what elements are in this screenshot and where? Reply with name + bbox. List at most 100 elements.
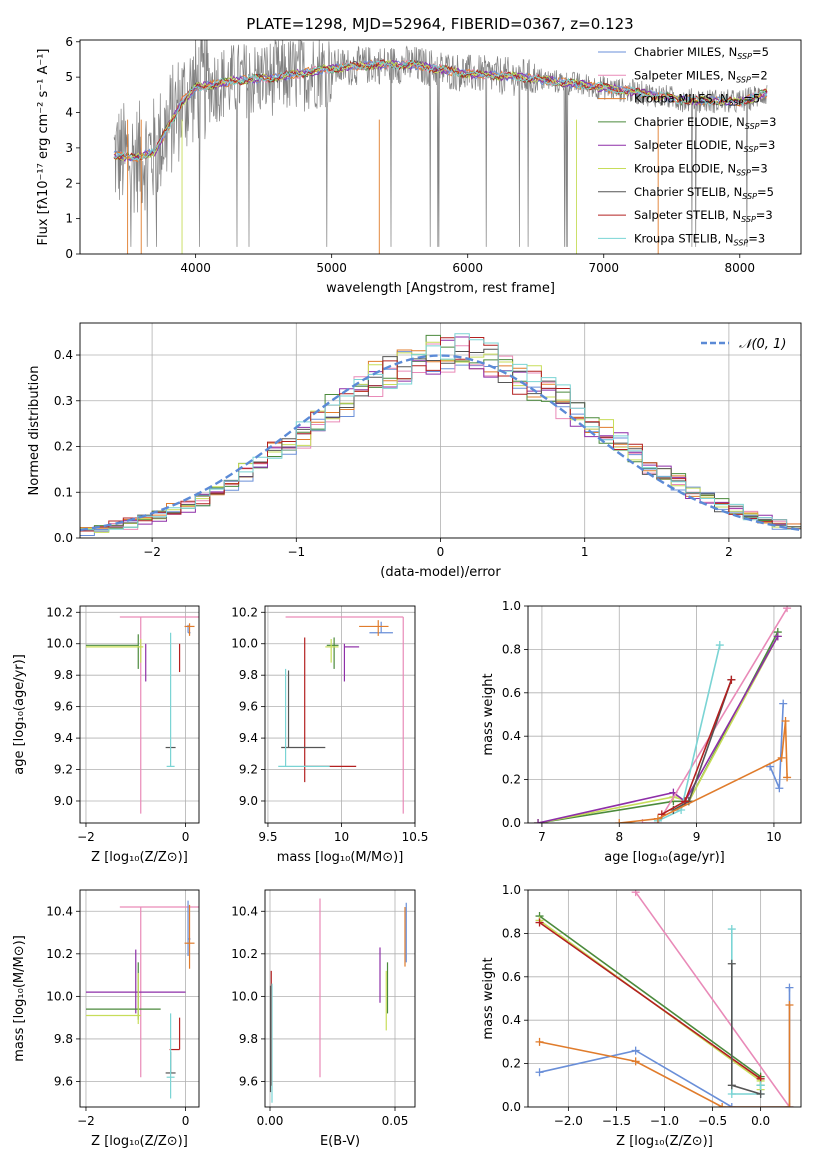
y-tick-label: 1.0 — [502, 883, 521, 897]
y-tick-label: 9.6 — [54, 700, 73, 714]
plot-area — [528, 890, 801, 1107]
plot-area — [265, 890, 415, 1107]
x-tick-label: −2 — [77, 1114, 95, 1128]
x-tick-label: 9 — [693, 830, 701, 844]
weight-marker-kroupa_miles — [535, 1037, 544, 1046]
x-tick-label: 7000 — [588, 261, 619, 275]
y-tick-label: 9.8 — [239, 668, 258, 682]
x-tick-label: −2.0 — [554, 1114, 583, 1128]
plot-area — [113, 40, 768, 254]
weight-line-kroupa_elodie — [537, 636, 779, 823]
y-tick-label: 0.6 — [502, 686, 521, 700]
legend-entry: Chabrier ELODIE, NSSP=3 — [634, 115, 776, 131]
x-tick-label: 0.0 — [751, 1114, 770, 1128]
weight-marker-chabrier_stelib — [727, 959, 736, 968]
weight-line-kroupa_miles — [539, 1005, 791, 1107]
plot-area — [80, 606, 199, 823]
x-tick-label: 4000 — [180, 261, 211, 275]
weight-marker-kroupa_miles — [785, 1001, 794, 1010]
weight-marker-salpeter_stelib — [535, 918, 544, 927]
y-tick-label: 9.6 — [239, 700, 258, 714]
weight-marker-kroupa_miles — [781, 717, 790, 726]
x-tick-label: 6000 — [452, 261, 483, 275]
y-tick-label: 9.4 — [54, 731, 73, 745]
weight-marker-salpeter_stelib — [680, 797, 689, 806]
y-axis-label: mass [log₁₀(M/M⊙)] — [12, 935, 27, 1062]
y-tick-label: 10.4 — [46, 904, 73, 918]
weight-line-chabrier_stelib — [731, 963, 761, 1095]
weight-line-salpeter_stelib — [539, 921, 762, 1080]
weight-marker-chabrier_miles — [631, 1046, 640, 1055]
y-tick-label: 0.4 — [502, 729, 521, 743]
mass-weight-vs-metallicity-panel: −2.0 −1.5 −1.0 −0.5 0.0 0.0 0.2 0.4 0.6 0.8 1.0 Z [… — [481, 883, 802, 1149]
y-tick-label: 5 — [65, 70, 73, 84]
plot-area — [80, 323, 801, 538]
y-tick-label: 9.0 — [239, 794, 258, 808]
legend-entry: Chabrier STELIB, NSSP=5 — [634, 185, 774, 201]
axes-frame — [79, 322, 802, 539]
legend-entry: Salpeter MILES, NSSP=2 — [634, 68, 768, 84]
axes-frame — [264, 889, 416, 1108]
y-tick-label: 9.2 — [239, 763, 258, 777]
y-tick-label: 10.0 — [231, 637, 258, 651]
weight-line-salpeter_miles — [635, 891, 791, 1107]
weight-marker-kroupa_stelib — [756, 1081, 765, 1090]
axes-frame — [79, 605, 200, 824]
weight-marker-kroupa_miles — [718, 1103, 727, 1107]
y-tick-label: 10.0 — [46, 637, 73, 651]
y-tick-label: 0.4 — [502, 1013, 521, 1027]
x-tick-label: 0 — [182, 830, 190, 844]
legend-entry: Salpeter STELIB, NSSP=3 — [634, 208, 773, 224]
weight-marker-chabrier_miles — [775, 784, 784, 793]
y-tick-label: 9.8 — [239, 1032, 258, 1046]
weight-marker-kroupa_miles — [615, 819, 624, 823]
plot-area — [528, 606, 801, 823]
y-tick-label: 10.0 — [46, 989, 73, 1003]
weight-marker-kroupa_stelib — [715, 641, 724, 650]
plot-area — [265, 606, 415, 823]
weight-marker-kroupa_miles — [785, 1103, 794, 1107]
x-tick-label: −1 — [287, 545, 305, 559]
y-tick-label: 10.2 — [46, 947, 73, 961]
y-tick-label: 0.3 — [54, 394, 73, 408]
weight-marker-salpeter_elodie — [534, 819, 543, 823]
y-axis-label: Normed distribution — [27, 366, 42, 496]
x-tick-label: 8000 — [725, 261, 756, 275]
x-tick-label: 9.5 — [258, 830, 277, 844]
y-tick-label: 0.4 — [54, 348, 73, 362]
model-line-kroupa_elodie — [113, 59, 768, 161]
x-tick-label: −0.5 — [698, 1114, 727, 1128]
x-tick-label: 7 — [538, 830, 546, 844]
model-line-kroupa_stelib — [113, 60, 768, 162]
x-axis-label: (data-model)/error — [380, 565, 501, 580]
x-tick-label: −2 — [143, 545, 161, 559]
x-axis-label: wavelength [Angstrom, rest frame] — [326, 281, 555, 296]
histogram-kroupa_stelib — [80, 333, 801, 532]
mass-weight-vs-age-panel: 7 8 9 10 0.0 0.2 0.4 0.6 0.8 1.0 age [log₁₀(age/yr… — [481, 599, 802, 865]
y-tick-label: 0.0 — [502, 816, 521, 830]
x-tick-label: 0 — [437, 545, 445, 559]
y-tick-label: 10.2 — [46, 605, 73, 619]
y-tick-label: 3 — [65, 141, 73, 155]
y-tick-label: 9.6 — [54, 1074, 73, 1088]
axes-frame — [527, 605, 802, 824]
y-tick-label: 10.4 — [231, 904, 258, 918]
mass-vs-metallicity-panel: −2 0 9.6 9.8 10.0 10.2 10.4 Z [log₁₀(Z/Z⊙)] mass… — [12, 889, 200, 1149]
x-tick-label: −1.5 — [602, 1114, 631, 1128]
y-axis-label: age [log₁₀(age/yr)] — [12, 654, 27, 775]
legend-entry-normal: 𝒩(0, 1) — [739, 337, 786, 352]
weight-marker-chabrier_miles — [535, 1068, 544, 1077]
weight-marker-salpeter_miles — [631, 890, 640, 897]
weight-marker-salpeter_stelib — [727, 675, 736, 684]
x-axis-label: Z [log₁₀(Z/Z⊙)] — [616, 1134, 713, 1149]
x-axis-label: mass [log₁₀(M/M⊙)] — [277, 850, 404, 865]
weight-line-chabrier_elodie — [537, 631, 779, 823]
x-axis-label: E(B-V) — [320, 1134, 360, 1149]
y-axis-label: Flux [fλ10⁻¹⁷ erg cm⁻² s⁻¹ A⁻¹] — [36, 49, 51, 246]
weight-marker-chabrier_stelib — [727, 1081, 736, 1090]
weight-marker-kroupa_miles — [631, 1057, 640, 1066]
x-axis-label: age [log₁₀(age/yr)] — [604, 850, 725, 865]
weight-marker-salpeter_elodie — [773, 632, 782, 641]
y-tick-label: 9.2 — [54, 763, 73, 777]
y-tick-label: 9.8 — [54, 668, 73, 682]
